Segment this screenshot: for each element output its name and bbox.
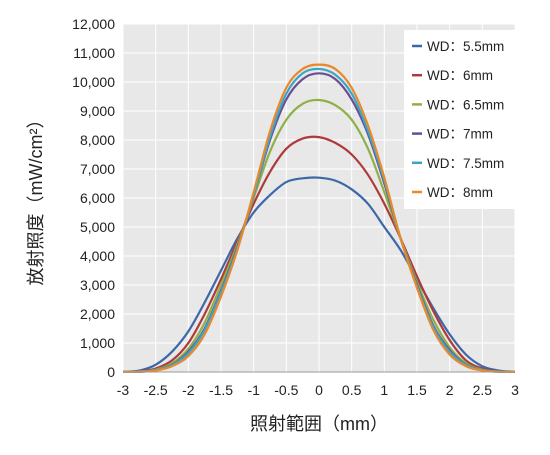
y-tick-label: 6,000	[80, 190, 115, 206]
y-tick-label: 5,000	[80, 219, 115, 235]
x-tick-label: 2	[446, 382, 454, 398]
series-line-1	[122, 176, 516, 373]
y-axis-title: 放射照度（mW/cm²）	[26, 111, 46, 286]
y-tick-label: 10,000	[72, 74, 115, 90]
y-tick-label: 8,000	[80, 132, 115, 148]
y-tick-label: 12,000	[72, 16, 115, 32]
y-tick-label: 4,000	[80, 248, 115, 264]
y-tick-label: 3,000	[80, 277, 115, 293]
legend-label: WD：6mm	[427, 68, 493, 83]
y-tick-label: 7,000	[80, 161, 115, 177]
legend-label: WD：8mm	[427, 185, 493, 200]
x-tick-label: -2	[182, 382, 195, 398]
y-tick-label: 1,000	[80, 335, 115, 351]
x-tick-label: -1	[247, 382, 260, 398]
series-line-5	[122, 67, 516, 373]
series-line-2	[122, 135, 516, 373]
x-tick-label: -2.5	[144, 382, 168, 398]
legend: WD：5.5mm WD：6mm WD：6.5mm WD：7mm WD：7.5mm WD：8…	[404, 30, 515, 209]
legend-box	[404, 30, 515, 209]
y-tick-label: 9,000	[80, 103, 115, 119]
y-tick-label: 2,000	[80, 306, 115, 322]
legend-label: WD：6.5mm	[427, 97, 504, 112]
x-tick-label: -0.5	[274, 382, 298, 398]
legend-label: WD：5.5mm	[427, 39, 504, 54]
x-tick-label: -3	[117, 382, 130, 398]
x-tick-label: 1.5	[407, 382, 427, 398]
x-axis-title: 照射範囲（mm）	[250, 414, 388, 434]
x-tick-label: 1	[380, 382, 388, 398]
x-tick-label: 3	[511, 382, 519, 398]
series-line-6	[122, 63, 516, 373]
series-layer	[122, 63, 516, 373]
x-tick-label: 0.5	[342, 382, 362, 398]
x-tick-label: -1.5	[209, 382, 233, 398]
y-tick-label: 11,000	[73, 45, 115, 61]
legend-label: WD：7mm	[427, 127, 493, 142]
x-tick-label: 2.5	[473, 382, 493, 398]
series-line-3	[122, 98, 516, 373]
y-tick-label: 0	[107, 364, 115, 380]
x-tick-label: 0	[315, 382, 323, 398]
legend-label: WD：7.5mm	[427, 156, 504, 171]
axis-layer: -3 -2.5 -2 -1.5 -1 -0.5 0 0.5 1 1.5 2 2.5 3 0 1,000 2,0…	[72, 16, 519, 398]
